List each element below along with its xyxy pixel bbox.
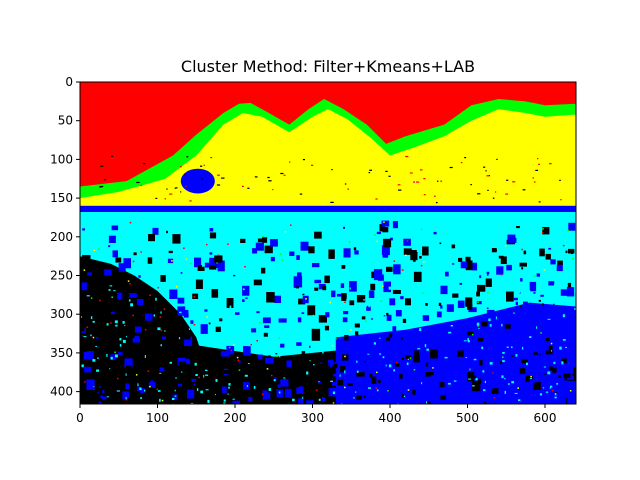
x-tick-label: 500	[456, 411, 479, 425]
y-tick-label: 50	[58, 114, 73, 128]
plot-frame	[79, 81, 577, 405]
region-water-band	[80, 205, 576, 216]
y-tick-label: 300	[50, 307, 73, 321]
y-tick-label: 100	[50, 152, 73, 166]
y-tick-label: 150	[50, 191, 73, 205]
cluster-speckles	[80, 155, 576, 404]
y-axis: 0 50 100 150 200 250 300 350 400	[50, 75, 80, 399]
x-tick-label: 100	[146, 411, 169, 425]
x-tick-label: 0	[76, 411, 84, 425]
x-axis: 0 100 200 300 400 500 600	[76, 404, 556, 425]
y-tick-label: 250	[50, 269, 73, 283]
chart-title: Cluster Method: Filter+Kmeans+LAB	[181, 57, 475, 76]
x-tick-label: 200	[224, 411, 247, 425]
y-tick-label: 350	[50, 346, 73, 360]
x-tick-label: 400	[379, 411, 402, 425]
blue-blob	[180, 168, 215, 194]
x-tick-label: 300	[301, 411, 324, 425]
cluster-image	[80, 82, 576, 404]
x-tick-label: 600	[534, 411, 557, 425]
y-tick-label: 0	[65, 75, 73, 89]
y-tick-label: 200	[50, 230, 73, 244]
y-tick-label: 400	[50, 385, 73, 399]
